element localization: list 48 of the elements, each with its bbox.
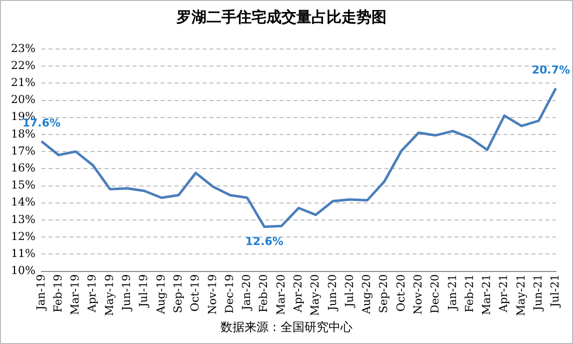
x-tick-label: Feb-21 [462,274,476,313]
x-tick-label: Jun-19 [120,274,134,312]
y-tick-label: 18% [10,127,36,140]
x-tick-label: Jul-19 [137,274,150,308]
x-tick-label: May-20 [308,274,322,316]
y-tick-label: 16% [10,162,36,175]
x-tick-label: Sep-20 [377,274,390,314]
x-tick-label: May-19 [102,274,116,316]
x-tick-label: Feb-19 [51,274,64,313]
x-tick-label: Mar-21 [480,274,494,316]
y-tick-label: 20% [10,93,36,106]
x-tick-label: Jun-20 [326,274,339,312]
x-tick-label: Apr-19 [86,274,99,314]
x-tick-label: May-21 [514,274,528,316]
x-tick-label: Apr-21 [497,274,510,314]
x-tick-label: Sep-19 [171,274,184,314]
x-tick-label: Jun-21 [532,274,545,312]
x-tick-label: Mar-20 [274,274,288,316]
x-tick-label: Jul-21 [548,274,562,308]
y-tick-label: 12% [10,230,36,243]
x-tick-label: Dec-20 [428,274,442,314]
x-tick-label: Jan-19 [34,274,48,312]
y-tick-label: 13% [10,212,36,226]
x-tick-label: Jan-20 [240,274,254,312]
y-tick-label: 15% [10,178,36,192]
chart-title: 罗湖二手住宅成交量占比走势图 [176,8,386,26]
y-tick-label: 17% [10,144,36,158]
x-tick-label: Aug-19 [154,274,168,316]
x-tick-label: Oct-19 [188,274,202,312]
x-tick-label: Feb-20 [257,274,270,313]
y-tick-label: 11% [10,247,36,260]
x-tick-label: Nov-19 [206,274,219,314]
x-tick-label: Aug-20 [360,274,374,316]
x-tick-label: Apr-20 [291,274,304,314]
y-tick-label: 22% [10,58,36,72]
y-tick-label: 21% [10,76,36,90]
x-tick-label: Dec-19 [222,274,236,314]
x-tick-label: Jul-20 [342,274,356,308]
data-label: 12.6% [245,235,284,248]
y-tick-label: 10% [10,264,36,278]
y-tick-label: 14% [10,196,36,209]
data-label: 20.7% [532,64,570,77]
source-note: 数据来源：全国研究中心 [220,319,354,336]
x-tick-label: Jan-21 [446,274,459,312]
x-tick-label: Nov-20 [412,274,424,314]
y-tick-label: 23% [10,42,36,55]
x-tick-label: Mar-19 [68,274,82,316]
x-tick-label: Oct-20 [394,274,408,312]
